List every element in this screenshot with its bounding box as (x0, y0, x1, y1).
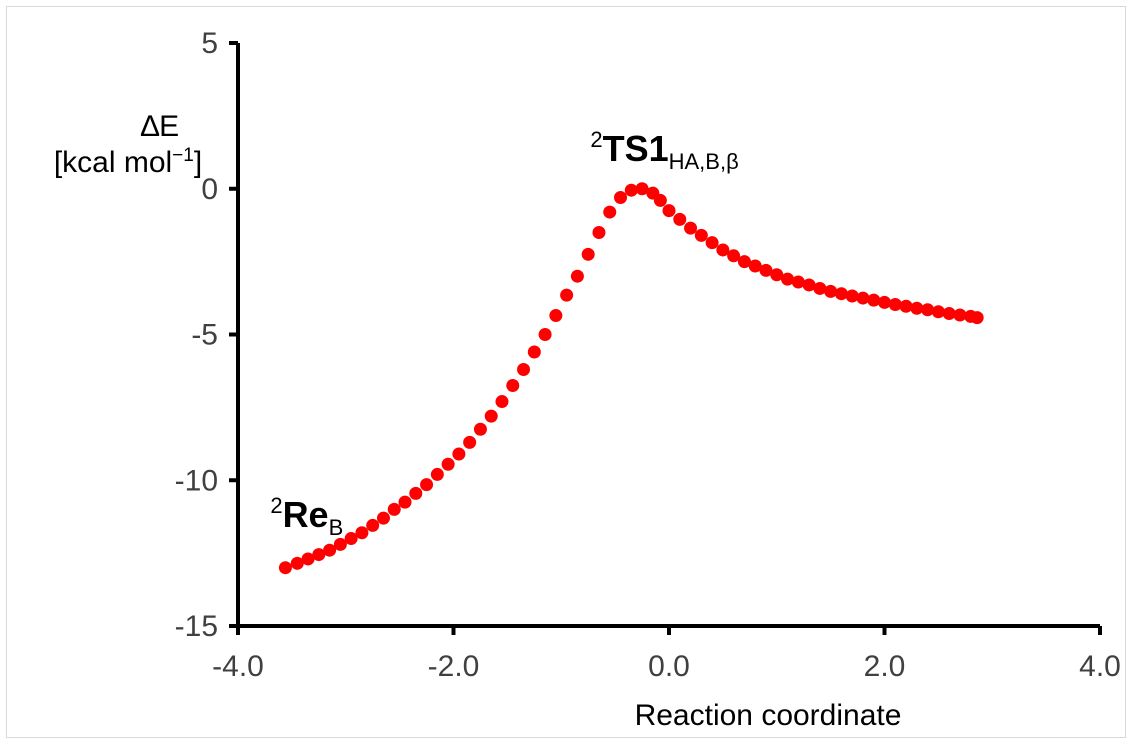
data-point (705, 236, 719, 250)
y-tick-label: 5 (201, 27, 218, 60)
y-axis-title-line2: [kcal mol−1] (54, 145, 202, 179)
x-tick-label: 0.0 (648, 650, 690, 683)
data-point (878, 295, 891, 309)
data-point (824, 284, 838, 298)
data-point (888, 297, 902, 311)
data-point (845, 289, 859, 303)
data-point (549, 309, 563, 323)
data-point (899, 299, 913, 313)
data-point (278, 561, 292, 575)
data-point (495, 395, 509, 409)
y-axis-title-line1: ∆E (141, 110, 179, 143)
data-point (603, 205, 617, 219)
x-tick-label: 4.0 (1079, 650, 1121, 683)
data-series (278, 182, 984, 575)
data-point (716, 243, 730, 257)
data-point (910, 301, 924, 315)
axis-ticks: 5 0 -5 -10 -15 -4.0 -2.0 0.0 2.0 4.0 (175, 27, 1121, 683)
data-point (921, 303, 935, 317)
data-point (323, 543, 337, 557)
data-point (538, 328, 552, 341)
data-point (301, 552, 315, 566)
data-point (376, 511, 390, 525)
data-point (662, 204, 676, 218)
data-point (420, 478, 434, 492)
y-axis-title-main: [kcal mol (54, 146, 172, 179)
data-point (409, 486, 423, 500)
data-point (867, 293, 881, 307)
data-point (560, 288, 574, 302)
y-tick-label: 0 (201, 173, 218, 206)
data-point (484, 409, 498, 423)
data-point (781, 272, 795, 286)
y-axis-title-end: ] (194, 146, 202, 179)
data-point (527, 345, 541, 359)
data-point (398, 495, 412, 509)
data-point (653, 193, 667, 207)
data-point (694, 228, 708, 242)
data-point (684, 221, 698, 235)
data-point (813, 281, 827, 295)
data-point (791, 275, 805, 289)
data-point (856, 291, 870, 305)
data-point (592, 225, 606, 239)
data-point (614, 190, 628, 204)
data-point (931, 305, 945, 319)
data-point (430, 467, 444, 481)
data-point (355, 526, 369, 540)
x-axis-title: Reaction coordinate (635, 699, 902, 732)
data-point (953, 308, 967, 322)
data-point (727, 249, 741, 263)
data-point (473, 422, 487, 436)
data-point (366, 518, 380, 532)
data-point (759, 263, 773, 277)
annotation-main: Re (283, 494, 329, 535)
data-point (970, 311, 984, 325)
y-axis-title-sup: −1 (172, 145, 194, 166)
y-tick-label: -5 (191, 319, 218, 352)
data-point (463, 435, 477, 449)
data-point (624, 183, 638, 197)
data-point (517, 362, 531, 376)
annotation-label: 2TS1HA,B,β (590, 127, 738, 174)
x-tick-label: -2.0 (428, 650, 480, 683)
x-tick-label: -4.0 (212, 650, 264, 683)
annotation-sup: 2 (270, 493, 282, 518)
data-point (942, 307, 956, 321)
data-point (770, 268, 784, 282)
annotation-main: TS1 (603, 128, 669, 169)
data-point (581, 247, 595, 261)
data-point (333, 537, 347, 551)
annotation-sub: HA,B,β (669, 149, 739, 174)
y-tick-label: -10 (175, 464, 218, 497)
data-point (673, 212, 687, 226)
data-point (802, 278, 816, 292)
data-point (387, 502, 401, 516)
data-point (635, 182, 649, 196)
data-point (452, 447, 466, 461)
y-tick-label: -15 (175, 610, 218, 643)
data-point (570, 269, 584, 283)
data-point (312, 548, 326, 562)
x-tick-label: 2.0 (864, 650, 906, 683)
annotation-label: 2ReB (270, 493, 343, 540)
data-point (748, 259, 762, 273)
data-point (290, 556, 304, 570)
data-point (441, 457, 455, 471)
data-point (506, 379, 520, 393)
chart-area (6, 6, 1126, 738)
annotation-sub: B (329, 515, 344, 540)
annotation-sup: 2 (590, 127, 602, 152)
data-point (834, 287, 848, 301)
data-point (737, 255, 751, 269)
data-point (344, 532, 358, 546)
